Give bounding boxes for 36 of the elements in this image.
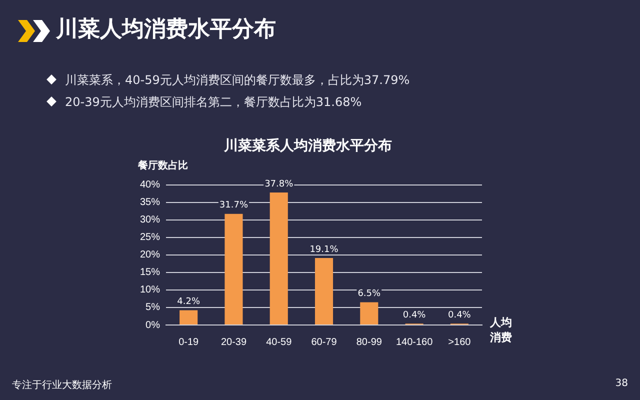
data-label: 0.4%: [402, 310, 426, 320]
x-tick-label: 140-160: [396, 336, 434, 348]
y-tick-label: 10%: [140, 284, 160, 296]
data-label: 4.2%: [177, 297, 200, 308]
x-tick-label: 60-79: [311, 336, 338, 348]
x-tick-label: >160: [448, 336, 472, 348]
y-tick-label: 15%: [140, 267, 160, 278]
x-tick-label: 0-19: [178, 336, 200, 348]
x-tick-label: 80-99: [356, 336, 382, 348]
text: 20-39元人均消费区间排名第二，餐厅数占比为31.68%: [65, 95, 362, 109]
y-axis-title: 餐厅数占比: [137, 159, 188, 172]
x-axis-title: 人均消费: [489, 316, 512, 344]
y-tick-label: 40%: [140, 180, 160, 191]
bar: [360, 302, 378, 324]
x-tick-label: 20-39: [220, 336, 247, 348]
data-label: 19.1%: [310, 244, 339, 255]
bar: [180, 310, 198, 324]
y-tick-label: 35%: [140, 197, 160, 208]
text: 专注于行业大数据分析: [12, 378, 112, 392]
bar: [270, 192, 288, 324]
y-tick-label: 25%: [140, 232, 160, 244]
y-tick-label: 0%: [146, 320, 160, 331]
bar: [314, 258, 334, 324]
text: 38: [615, 378, 628, 389]
chart-title: 川菜人均消费水平分布: [56, 16, 276, 44]
y-tick-label: 20%: [140, 250, 160, 261]
bar: [224, 214, 243, 324]
y-tick-label: 30%: [140, 214, 160, 226]
chart-subtitle: 川菜菜系人均消费水平分布: [223, 138, 392, 154]
x-tick-label: 40-59: [266, 336, 292, 348]
data-label: 37.8%: [264, 179, 294, 190]
text: 川菜菜系，40-59元人均消费区间的餐厅数最多，占比为37.79%: [65, 73, 410, 87]
y-tick-label: 5%: [146, 302, 160, 314]
data-label: 6.5%: [358, 289, 382, 300]
data-label: 31.7%: [219, 200, 248, 211]
data-label: 0.4%: [448, 310, 472, 320]
